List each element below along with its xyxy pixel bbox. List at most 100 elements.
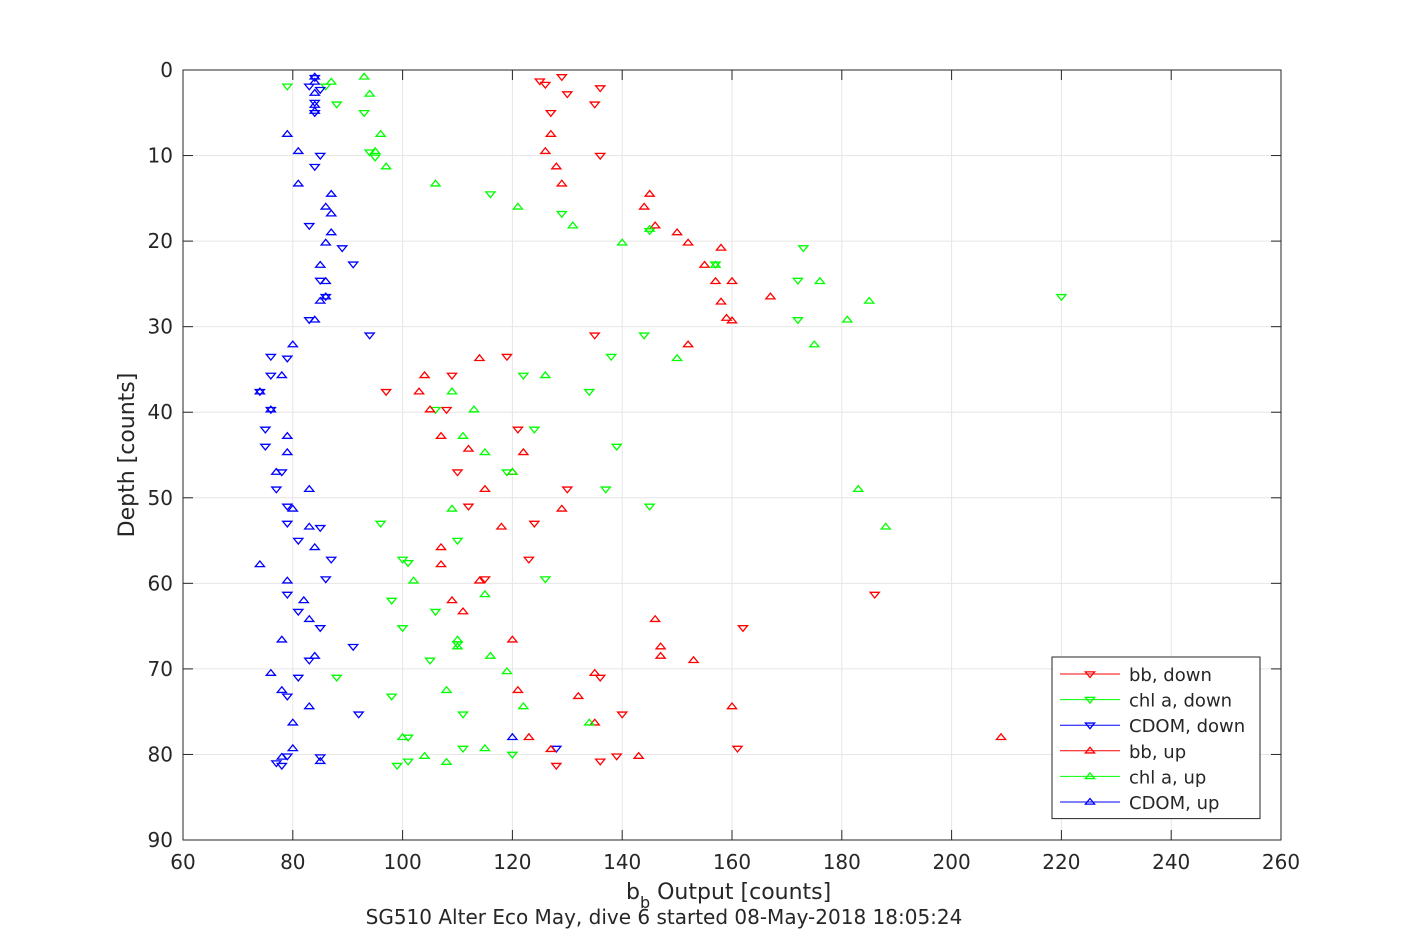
point-cdom-down (314, 86, 327, 95)
point-chl-a-up (478, 743, 491, 752)
point-chl-a-up (407, 576, 420, 584)
point-cdom-up (325, 189, 338, 197)
point-cdom-up (281, 431, 294, 439)
point-chl-a-down (638, 332, 651, 340)
point-cdom-down (319, 293, 332, 302)
point-chl-a-up (325, 77, 338, 85)
point-chl-a-down (457, 745, 469, 754)
point-chl-a-up (852, 484, 865, 493)
legend-marker-cdom-down (1084, 722, 1096, 730)
point-cdom-up (314, 260, 327, 268)
legend-label-cdom-up: CDOM, up (1129, 793, 1219, 814)
point-bb-up (555, 179, 568, 187)
point-cdom-up (275, 685, 288, 694)
point-cdom-down (325, 556, 338, 564)
point-chl-a-down (402, 559, 415, 568)
point-cdom-up (281, 129, 294, 137)
point-bb-up (764, 292, 777, 300)
point-chl-a-up (457, 431, 469, 439)
point-bb-up (418, 370, 431, 379)
point-bb-up (671, 228, 684, 236)
point-chl-a-down (791, 277, 804, 286)
point-chl-a-down (506, 751, 519, 759)
point-bb-up (517, 447, 530, 456)
point-bb-down (380, 388, 393, 397)
point-cdom-up (319, 238, 332, 246)
point-chl-a-down (369, 154, 382, 162)
point-chl-a-up (440, 757, 453, 765)
point-bb-up (506, 635, 519, 643)
point-chl-a-up (380, 162, 393, 170)
point-bb-up (544, 129, 557, 137)
point-cdom-down (314, 152, 327, 161)
y-tick-label: 90 (148, 828, 173, 852)
point-bb-up (995, 732, 1007, 741)
point-chl-a-up (671, 353, 684, 362)
point-bb-up (473, 576, 486, 584)
point-bb-up (682, 238, 695, 246)
point-cdom-down (259, 443, 272, 451)
point-chl-a-down (396, 625, 409, 633)
point-cdom-up (303, 522, 316, 530)
point-bb-up (435, 542, 447, 551)
point-chl-a-up (808, 340, 821, 348)
point-cdom-up (303, 484, 316, 493)
point-chl-a-down (424, 657, 437, 665)
point-cdom-up (286, 504, 299, 512)
point-cdom-down (270, 486, 283, 494)
point-cdom-up (264, 668, 277, 676)
x-tick-label: 120 (493, 850, 531, 874)
point-cdom-up (286, 743, 299, 752)
x-tick-label: 260 (1262, 850, 1300, 874)
point-bb-up (588, 718, 601, 726)
point-bb-up (511, 685, 524, 694)
point-chl-a-down (517, 372, 530, 380)
point-chl-a-down (385, 693, 398, 701)
point-chl-a-down (391, 762, 404, 771)
point-cdom-down (292, 608, 305, 617)
y-tick-label: 70 (148, 657, 173, 681)
point-cdom-down (352, 711, 365, 719)
point-cdom-up (314, 756, 327, 765)
point-cdom-down (308, 99, 321, 108)
point-bb-down (561, 91, 574, 99)
point-bb-up (522, 732, 535, 741)
point-cdom-up (275, 370, 288, 379)
point-cdom-down (281, 693, 294, 701)
point-chl-a-down (555, 210, 568, 219)
point-bb-up (715, 243, 727, 251)
point-chl-a-down (281, 83, 294, 91)
point-cdom-down (347, 261, 360, 269)
point-bb-up (473, 353, 486, 362)
point-chl-a-down (791, 317, 804, 325)
point-bb-up (654, 651, 667, 659)
x-axis-label-main: b (626, 880, 640, 905)
point-chl-a-up (451, 635, 464, 643)
point-bb-down (737, 625, 749, 633)
point-chl-a-down (402, 758, 415, 766)
point-cdom-down (319, 576, 332, 584)
legend-label-bb-down: bb, down (1129, 665, 1212, 686)
point-chl-a-up (841, 315, 854, 323)
point-chl-a-down (457, 711, 469, 719)
point-bb-down (511, 426, 524, 434)
point-bb-up (698, 260, 711, 268)
point-chl-a-down (599, 486, 612, 494)
point-bb-up (544, 744, 557, 753)
y-tick-label: 0 (160, 58, 173, 82)
point-cdom-down (314, 524, 327, 533)
point-chl-a-up (484, 651, 497, 659)
point-cdom-up (286, 718, 299, 726)
point-cdom-up (275, 635, 288, 643)
y-tick-label: 10 (148, 144, 173, 168)
point-chl-a-up (451, 642, 464, 650)
point-cdom-up (308, 106, 321, 114)
point-bb-up (495, 522, 508, 530)
point-bb-up (638, 202, 651, 210)
x-tick-label: 160 (713, 850, 751, 874)
point-bb-up (726, 316, 738, 324)
point-bb-down (451, 469, 464, 477)
point-chl-a-down (484, 191, 497, 199)
point-chl-a-up (446, 387, 458, 395)
x-tick-label: 60 (170, 850, 195, 874)
